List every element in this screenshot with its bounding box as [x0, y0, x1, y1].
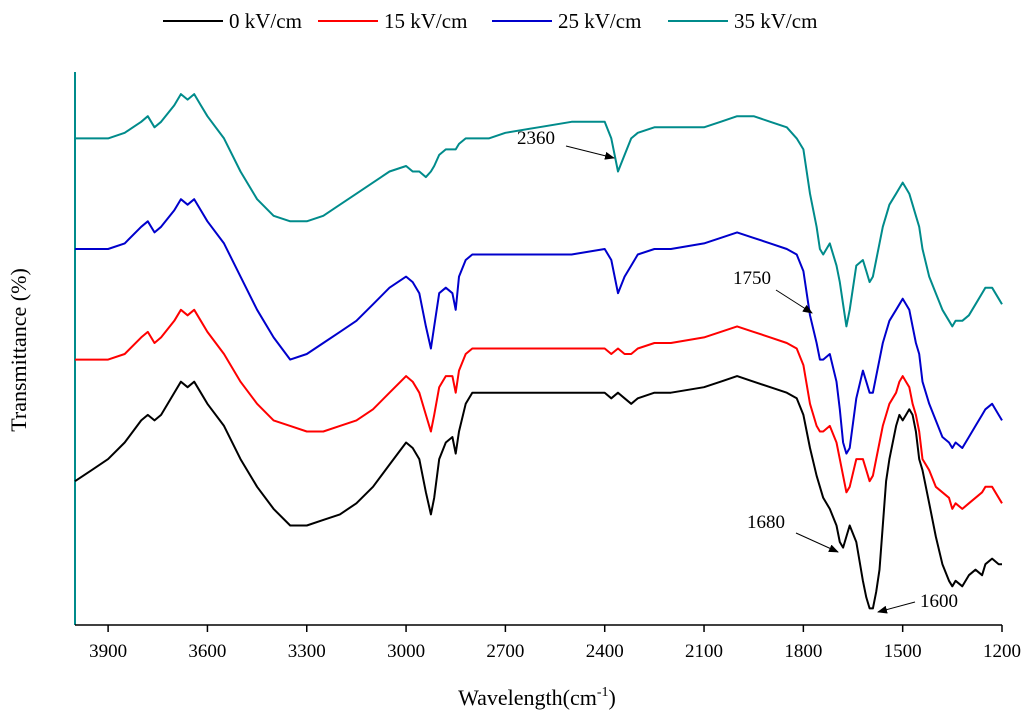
axes: 3900 3600 3300 3000 2700 2400 2100 1800 1500 1200 — [74, 72, 1021, 662]
legend: 0 kV/cm 15 kV/cm 25 kV/cm 35 kV/cm — [163, 9, 817, 33]
y-axis-title: Transmittance (%) — [6, 268, 31, 432]
legend-label-15kv: 15 kV/cm — [384, 9, 467, 33]
series-line-15kv — [75, 308, 1003, 510]
x-axis-title-superscript: -1 — [597, 685, 609, 700]
x-axis-title-close: ) — [609, 685, 616, 710]
x-tick-label-1800: 1800 — [784, 641, 822, 662]
x-tick-label-2100: 2100 — [685, 641, 723, 662]
legend-label-25kv: 25 kV/cm — [558, 9, 641, 33]
annotation-label-1680: 1680 — [747, 512, 785, 533]
annotation-arrow-1750 — [775, 289, 813, 314]
x-tick-label-2400: 2400 — [586, 641, 624, 662]
x-axis-title: Wavelength(cm-1) — [458, 685, 616, 710]
x-tick-label-3600: 3600 — [188, 641, 226, 662]
legend-label-0kv: 0 kV/cm — [229, 9, 302, 33]
annotations: 2360 1750 1680 1600 — [517, 128, 958, 614]
x-tick-label-3000: 3000 — [387, 641, 425, 662]
x-tick-label-1500: 1500 — [884, 641, 922, 662]
annotation-label-1750: 1750 — [733, 268, 771, 289]
x-tick-label-3900: 3900 — [89, 641, 127, 662]
x-ticks: 3900 3600 3300 3000 2700 2400 2100 1800 1500 1200 — [89, 625, 1021, 662]
x-tick-label-2700: 2700 — [486, 641, 524, 662]
series-line-35kv — [75, 93, 1003, 328]
series-line-0kv — [74, 375, 1002, 610]
annotation-label-2360: 2360 — [517, 128, 555, 149]
legend-label-35kv: 35 kV/cm — [734, 9, 817, 33]
annotation-label-1600: 1600 — [920, 591, 958, 612]
annotation-arrow-1600 — [877, 601, 916, 614]
x-axis-title-main: Wavelength(cm — [458, 685, 597, 710]
annotation-arrow-2360 — [565, 145, 615, 160]
series-line-25kv — [75, 198, 1003, 455]
annotation-arrow-1680 — [795, 532, 839, 553]
x-tick-label-1200: 1200 — [983, 641, 1021, 662]
x-tick-label-3300: 3300 — [288, 641, 326, 662]
series-layer — [74, 93, 1003, 610]
